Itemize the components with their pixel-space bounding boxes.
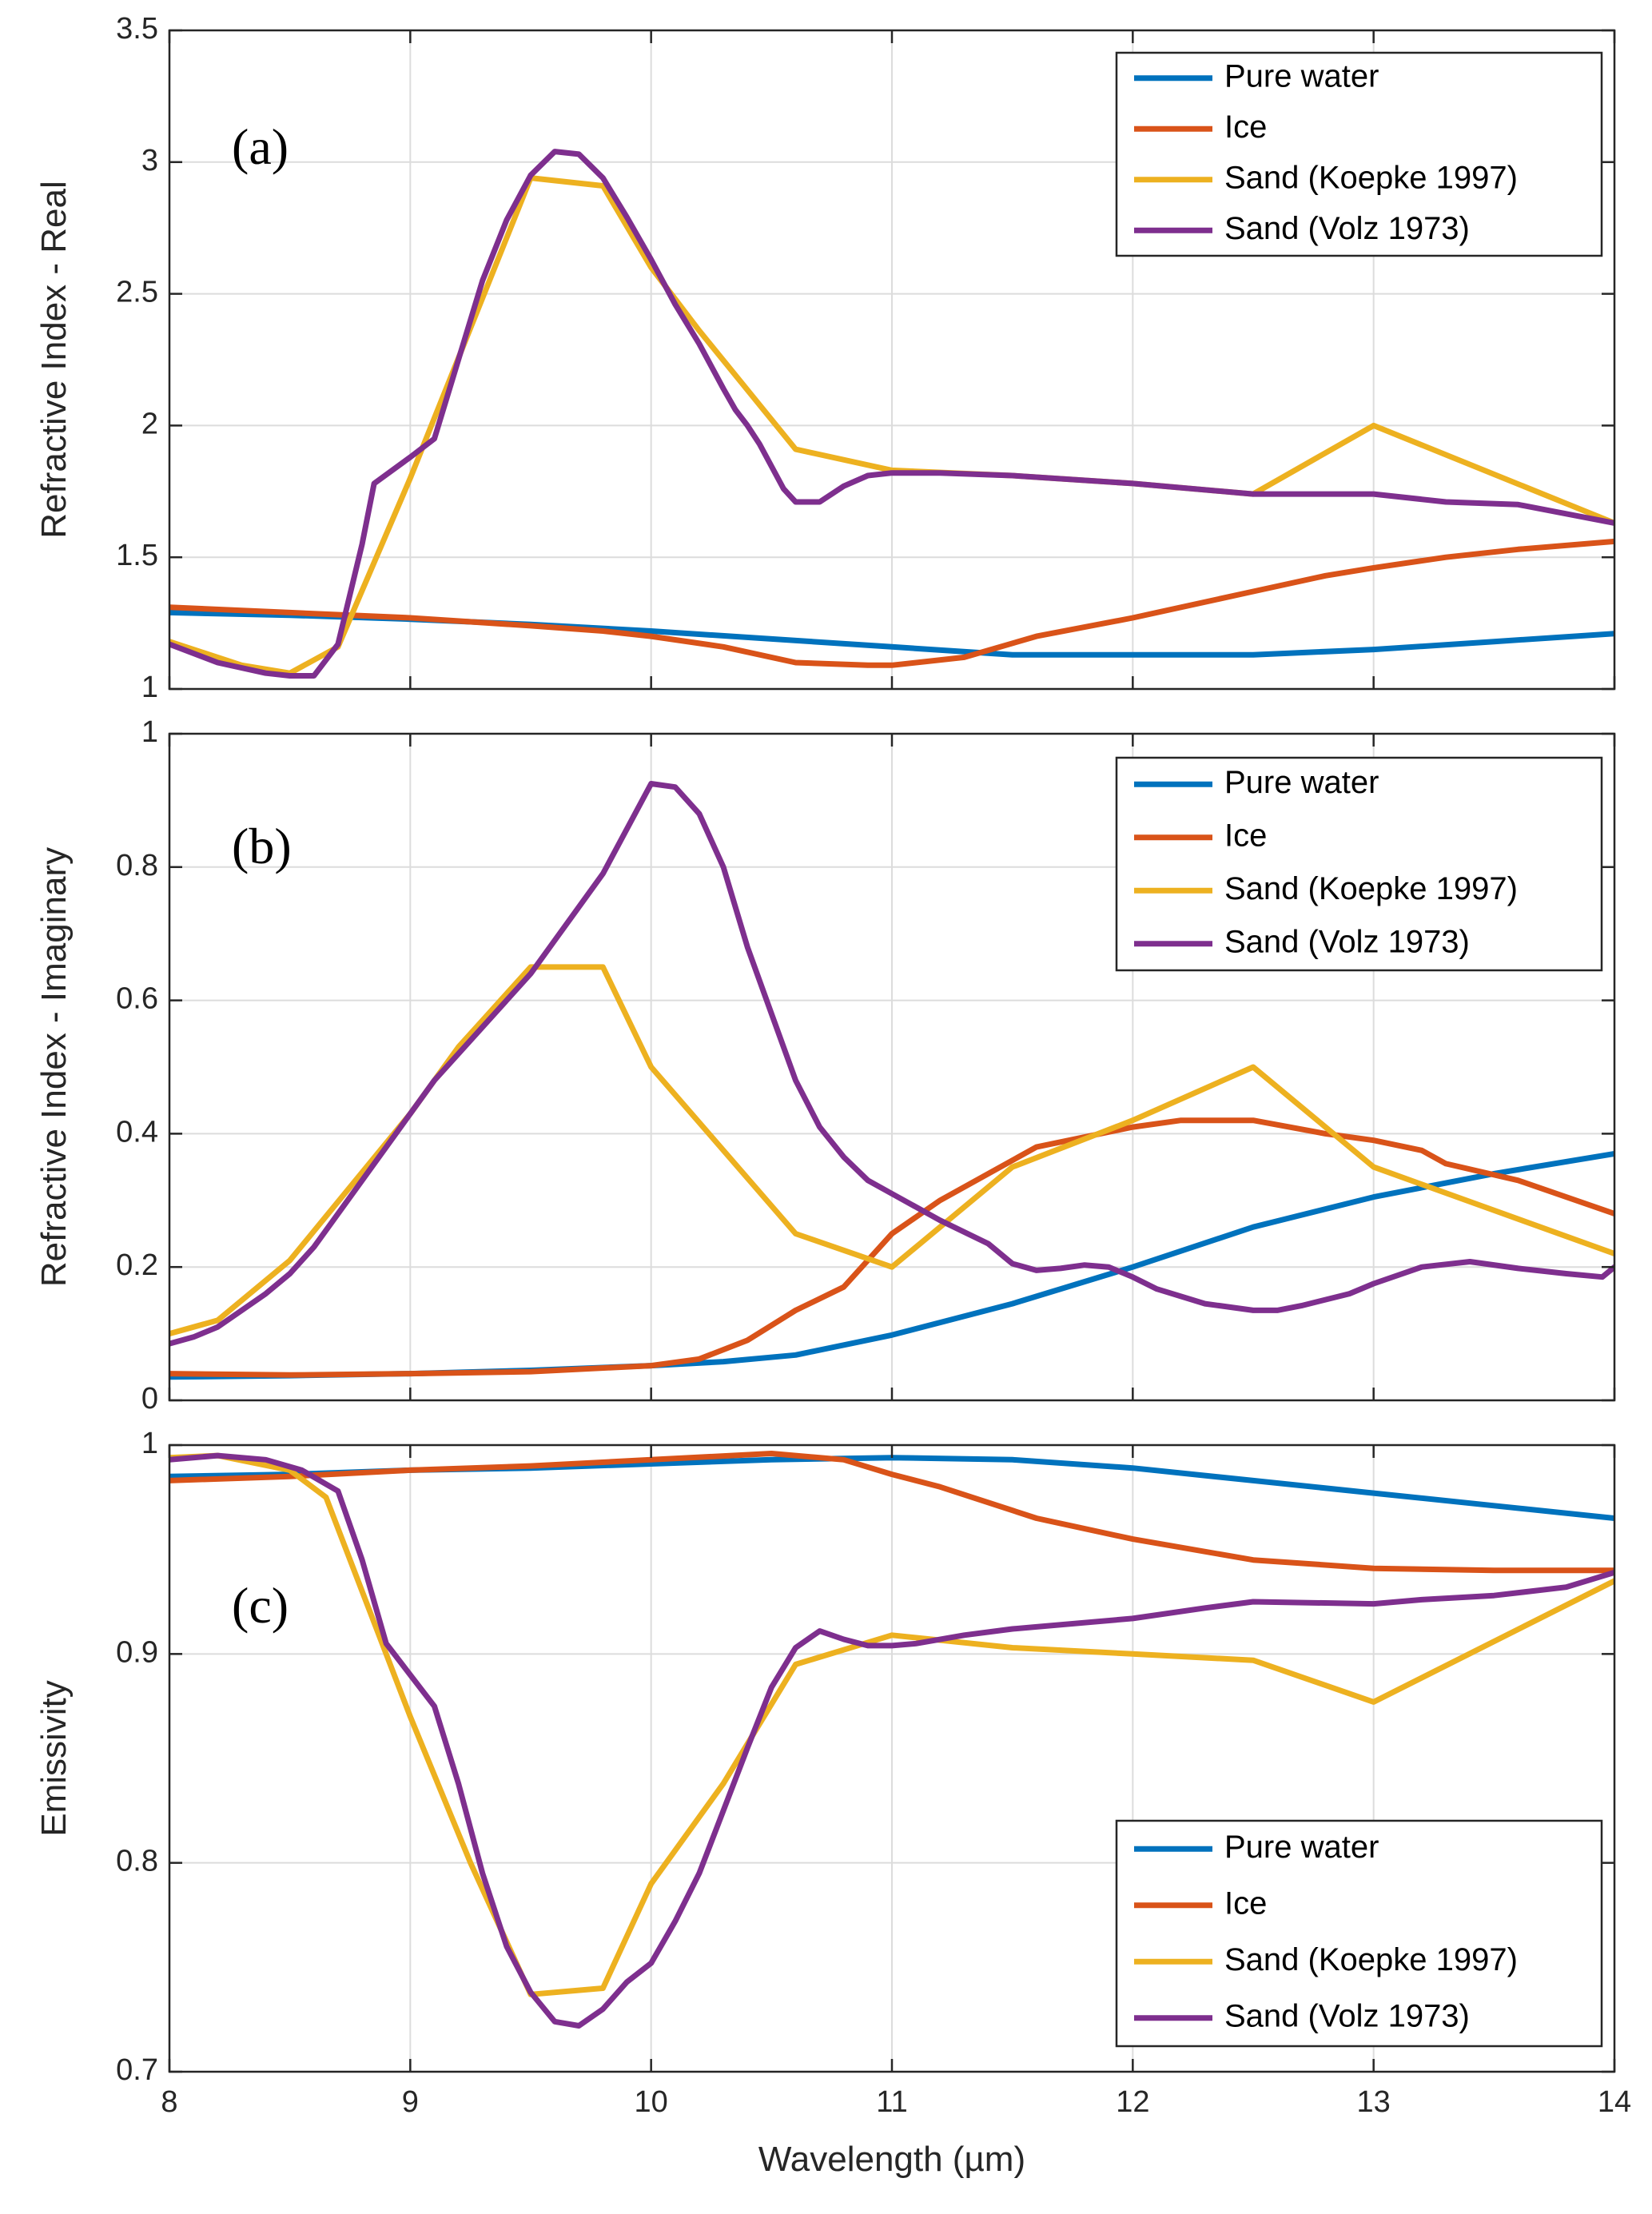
legend-entry: Sand (Volz 1973) (1224, 211, 1470, 246)
y-axis-label: Refractive Index - Imaginary (34, 847, 74, 1287)
legend-entry: Ice (1224, 1885, 1267, 1921)
legend-entry: Ice (1224, 818, 1267, 853)
series-line-sand-volz-1973 (169, 149, 1614, 679)
legend: Pure water Ice Sand (Koepke 1997) Sand (Vol… (1115, 51, 1603, 257)
y-tick-label: 0.4 (116, 1115, 158, 1149)
y-tick-label: 0.7 (116, 2053, 158, 2087)
legend-entry: Pure water (1224, 765, 1379, 800)
series-line-sand-volz-1973 (169, 781, 1614, 1347)
x-tick-label: 9 (402, 2085, 419, 2119)
y-tick-label: 0.2 (116, 1248, 158, 1282)
legend-entry: Ice (1224, 110, 1267, 145)
x-tick-label: 10 (635, 2085, 668, 2119)
y-tick-label: 0.8 (116, 849, 158, 882)
legend-box (1115, 1819, 1603, 2048)
legend-entry: Sand (Koepke 1997) (1224, 1942, 1518, 1977)
series-line-ice (169, 1117, 1614, 1378)
series-line-sand-koepke-1997 (169, 1452, 1614, 1997)
y-tick-label: 0.6 (116, 982, 158, 1016)
series-line-ice (169, 1451, 1614, 1574)
panel-1: 1 1.5 2 2.5 3 3.5 Refractive Index - Real (a) Pu… (34, 12, 1616, 704)
legend-box (1115, 756, 1603, 972)
y-tick-label: 3.5 (116, 12, 158, 46)
legend-entry: Sand (Koepke 1997) (1224, 871, 1518, 906)
x-tick-label: 14 (1598, 2085, 1631, 2119)
legend-entry: Sand (Koepke 1997) (1224, 160, 1518, 195)
y-tick-label: 0.9 (116, 1635, 158, 1669)
x-tick-label: 13 (1357, 2085, 1391, 2119)
x-tick-label: 12 (1116, 2085, 1149, 2119)
panel-label: (a) (232, 118, 289, 175)
legend: Pure water Ice Sand (Koepke 1997) Sand (Vol… (1115, 756, 1603, 972)
legend-entry: Sand (Volz 1973) (1224, 924, 1470, 959)
series-line-ice (169, 538, 1614, 668)
y-tick-label: 0.8 (116, 1845, 158, 1878)
x-tick-label: 11 (876, 2085, 907, 2119)
y-axis-label: Emissivity (34, 1680, 74, 1837)
y-tick-label: 1.5 (116, 539, 158, 572)
panel-3: 0.7 0.8 0.9 1 8 9 10 11 12 13 14 Emissivity Waveleng… (34, 1427, 1631, 2179)
panel-2: 0 0.2 0.4 0.6 0.8 1 Refractive Index - Imagina… (34, 715, 1616, 1416)
legend-entry: Pure water (1224, 58, 1379, 94)
x-axis-label: Wavelength (µm) (758, 2140, 1025, 2179)
panel-label: (c) (232, 1577, 289, 1634)
series-line-sand-koepke-1997 (169, 964, 1614, 1337)
y-tick-label: 1 (141, 1427, 158, 1460)
legend: Pure water Ice Sand (Koepke 1997) Sand (Vol… (1115, 1819, 1603, 2048)
y-tick-label: 1 (141, 671, 158, 704)
legend-entry: Sand (Volz 1973) (1224, 1998, 1470, 2033)
y-axis-label: Refractive Index - Real (34, 181, 74, 539)
y-tick-label: 2 (141, 407, 158, 440)
series-line-sand-volz-1973 (169, 1452, 1614, 2029)
x-tick-label: 8 (161, 2085, 177, 2119)
panel-label: (b) (232, 818, 292, 874)
y-tick-label: 2.5 (116, 276, 158, 309)
y-tick-label: 3 (141, 144, 158, 177)
y-tick-label: 1 (141, 715, 158, 749)
legend-box (1115, 51, 1603, 257)
legend-entry: Pure water (1224, 1830, 1379, 1865)
y-tick-label: 0 (141, 1382, 158, 1416)
